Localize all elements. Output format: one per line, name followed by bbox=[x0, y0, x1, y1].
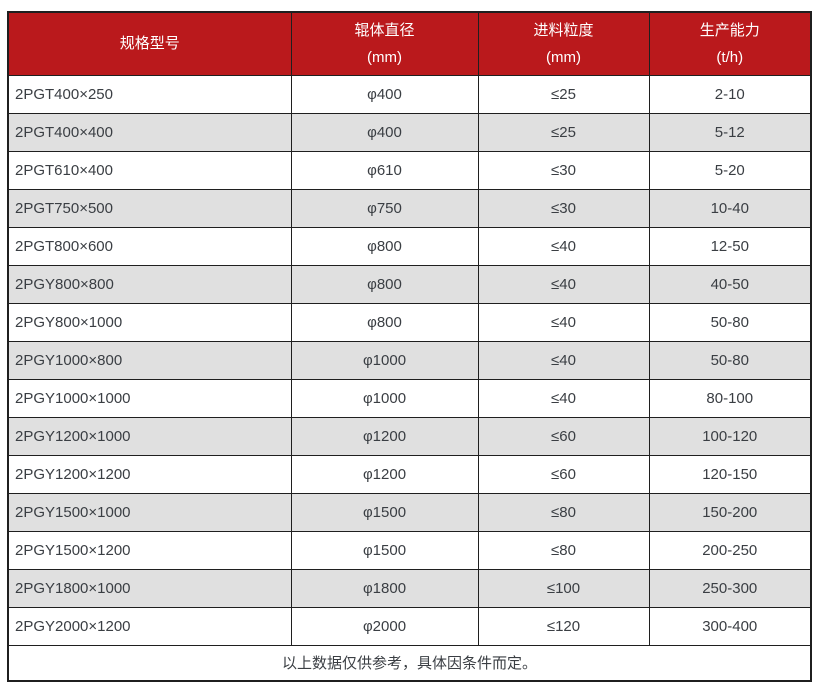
model-cell: 2PGY1500×1000 bbox=[7, 492, 292, 532]
feed-size-cell: ≤30 bbox=[477, 150, 650, 190]
diameter-cell: φ2000 bbox=[290, 606, 479, 646]
diameter-cell: φ400 bbox=[290, 112, 479, 152]
model-cell: 2PGT610×400 bbox=[7, 150, 292, 190]
diameter-cell: φ610 bbox=[290, 150, 479, 190]
model-cell: 2PGY1500×1200 bbox=[7, 530, 292, 570]
feed-size-cell: ≤80 bbox=[477, 530, 650, 570]
model-cell: 2PGY1200×1000 bbox=[7, 416, 292, 456]
capacity-cell: 50-80 bbox=[648, 340, 812, 380]
col-header-capacity-label: 生产能力 bbox=[699, 21, 760, 39]
diameter-cell: φ800 bbox=[290, 264, 479, 304]
col-header-feed-size: 进料粒度 (mm) bbox=[477, 11, 650, 76]
table-row: 2PGY2000×1200 φ2000 ≤120 300-400 bbox=[7, 606, 812, 646]
table-row: 2PGY1800×1000 φ1800 ≤100 250-300 bbox=[7, 568, 812, 608]
model-cell: 2PGY1200×1200 bbox=[7, 454, 292, 494]
table-row: 2PGY1200×1000 φ1200 ≤60 100-120 bbox=[7, 416, 812, 456]
col-header-roller-diameter-unit: (mm) bbox=[367, 48, 402, 66]
model-cell: 2PGT400×400 bbox=[7, 112, 292, 152]
feed-size-cell: ≤120 bbox=[477, 606, 650, 646]
diameter-cell: φ750 bbox=[290, 188, 479, 228]
feed-size-cell: ≤25 bbox=[477, 74, 650, 114]
diameter-cell: φ800 bbox=[290, 226, 479, 266]
capacity-cell: 5-20 bbox=[648, 150, 812, 190]
diameter-cell: φ1800 bbox=[290, 568, 479, 608]
col-header-roller-diameter-label: 辊体直径 bbox=[354, 21, 415, 39]
footnote-text: 以上数据仅供参考，具体因条件而定。 bbox=[7, 644, 812, 682]
model-cell: 2PGY1000×800 bbox=[7, 340, 292, 380]
capacity-cell: 50-80 bbox=[648, 302, 812, 342]
col-header-feed-size-unit: (mm) bbox=[546, 48, 581, 66]
feed-size-cell: ≤40 bbox=[477, 378, 650, 418]
capacity-cell: 200-250 bbox=[648, 530, 812, 570]
table-row: 2PGY800×1000 φ800 ≤40 50-80 bbox=[7, 302, 812, 342]
header-row: 规格型号 辊体直径 (mm) 进料粒度 (mm) 生产能力 (t/h) bbox=[7, 11, 812, 76]
col-header-capacity-unit: (t/h) bbox=[716, 48, 744, 66]
table-row: 2PGT610×400 φ610 ≤30 5-20 bbox=[7, 150, 812, 190]
model-cell: 2PGT800×600 bbox=[7, 226, 292, 266]
feed-size-cell: ≤40 bbox=[477, 340, 650, 380]
capacity-cell: 150-200 bbox=[648, 492, 812, 532]
table-row: 2PGY1200×1200 φ1200 ≤60 120-150 bbox=[7, 454, 812, 494]
table-row: 2PGT750×500 φ750 ≤30 10-40 bbox=[7, 188, 812, 228]
diameter-cell: φ1500 bbox=[290, 492, 479, 532]
diameter-cell: φ800 bbox=[290, 302, 479, 342]
col-header-roller-diameter: 辊体直径 (mm) bbox=[290, 11, 479, 76]
model-cell: 2PGY1800×1000 bbox=[7, 568, 292, 608]
col-header-feed-size-label: 进料粒度 bbox=[533, 21, 594, 39]
model-cell: 2PGY800×800 bbox=[7, 264, 292, 304]
table-row: 2PGY1500×1200 φ1500 ≤80 200-250 bbox=[7, 530, 812, 570]
diameter-cell: φ1500 bbox=[290, 530, 479, 570]
table-row: 2PGY1500×1000 φ1500 ≤80 150-200 bbox=[7, 492, 812, 532]
model-cell: 2PGT400×250 bbox=[7, 74, 292, 114]
feed-size-cell: ≤100 bbox=[477, 568, 650, 608]
feed-size-cell: ≤40 bbox=[477, 302, 650, 342]
capacity-cell: 10-40 bbox=[648, 188, 812, 228]
table-row: 2PGY1000×800 φ1000 ≤40 50-80 bbox=[7, 340, 812, 380]
footnote-row: 以上数据仅供参考，具体因条件而定。 bbox=[7, 644, 812, 682]
diameter-cell: φ1200 bbox=[290, 416, 479, 456]
spec-table: 规格型号 辊体直径 (mm) 进料粒度 (mm) 生产能力 (t/h) 2PGT… bbox=[7, 11, 812, 682]
feed-size-cell: ≤60 bbox=[477, 416, 650, 456]
diameter-cell: φ400 bbox=[290, 74, 479, 114]
feed-size-cell: ≤60 bbox=[477, 454, 650, 494]
diameter-cell: φ1200 bbox=[290, 454, 479, 494]
capacity-cell: 120-150 bbox=[648, 454, 812, 494]
col-header-model: 规格型号 bbox=[7, 11, 292, 76]
table-row: 2PGY1000×1000 φ1000 ≤40 80-100 bbox=[7, 378, 812, 418]
model-cell: 2PGY2000×1200 bbox=[7, 606, 292, 646]
table-row: 2PGY800×800 φ800 ≤40 40-50 bbox=[7, 264, 812, 304]
capacity-cell: 40-50 bbox=[648, 264, 812, 304]
diameter-cell: φ1000 bbox=[290, 378, 479, 418]
capacity-cell: 12-50 bbox=[648, 226, 812, 266]
model-cell: 2PGT750×500 bbox=[7, 188, 292, 228]
col-header-capacity: 生产能力 (t/h) bbox=[648, 11, 812, 76]
capacity-cell: 250-300 bbox=[648, 568, 812, 608]
capacity-cell: 5-12 bbox=[648, 112, 812, 152]
feed-size-cell: ≤40 bbox=[477, 264, 650, 304]
model-cell: 2PGY1000×1000 bbox=[7, 378, 292, 418]
feed-size-cell: ≤80 bbox=[477, 492, 650, 532]
feed-size-cell: ≤30 bbox=[477, 188, 650, 228]
diameter-cell: φ1000 bbox=[290, 340, 479, 380]
capacity-cell: 2-10 bbox=[648, 74, 812, 114]
capacity-cell: 80-100 bbox=[648, 378, 812, 418]
feed-size-cell: ≤40 bbox=[477, 226, 650, 266]
model-cell: 2PGY800×1000 bbox=[7, 302, 292, 342]
col-header-model-label: 规格型号 bbox=[119, 35, 180, 53]
table-row: 2PGT800×600 φ800 ≤40 12-50 bbox=[7, 226, 812, 266]
capacity-cell: 300-400 bbox=[648, 606, 812, 646]
capacity-cell: 100-120 bbox=[648, 416, 812, 456]
feed-size-cell: ≤25 bbox=[477, 112, 650, 152]
table-row: 2PGT400×400 φ400 ≤25 5-12 bbox=[7, 112, 812, 152]
table-row: 2PGT400×250 φ400 ≤25 2-10 bbox=[7, 74, 812, 114]
